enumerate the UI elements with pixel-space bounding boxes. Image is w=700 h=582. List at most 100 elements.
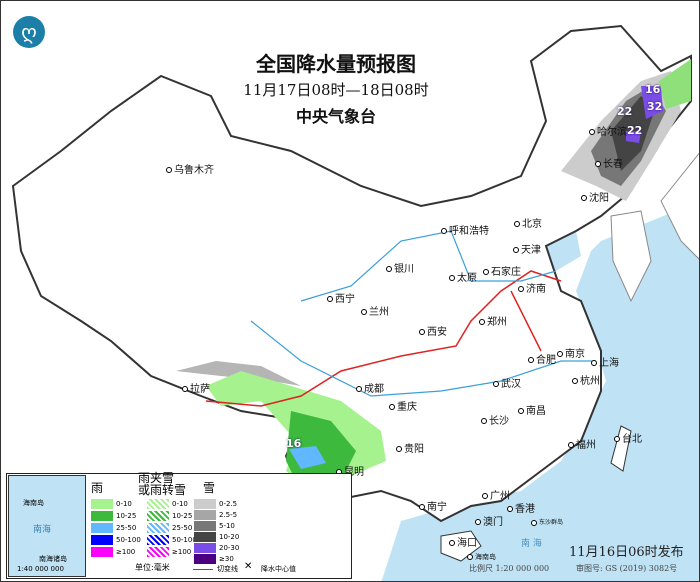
legend-swatch-snow <box>194 532 216 542</box>
legend-swatch-rain <box>91 547 113 557</box>
map-scale: 比例尺 1:20 000 000 <box>469 564 550 573</box>
city-label: 太原 <box>449 269 477 284</box>
inset-hainan-label: 海南岛 <box>23 499 44 507</box>
precip-center-value: 16 <box>645 83 661 96</box>
legend-swatch-snow <box>194 510 216 520</box>
city-label: 台北 <box>614 430 642 445</box>
city-label: 沈阳 <box>581 189 609 204</box>
legend-label-snow: 10-20 <box>219 533 240 541</box>
legend-label-rain: 0-10 <box>116 500 132 508</box>
city-label: 重庆 <box>389 398 417 413</box>
city-label: 武汉 <box>493 375 521 390</box>
hainan-label: 海南岛 <box>467 552 496 562</box>
dongsha-label: 东沙群岛 <box>531 517 563 526</box>
city-label: 哈尔滨 <box>589 123 627 138</box>
issue-time: 11月16日06时发布 <box>569 545 684 560</box>
city-label: 澳门 <box>475 513 503 528</box>
legend-swatch-mix <box>147 523 169 533</box>
legend-label-mix: ≥100 <box>172 548 192 556</box>
legend-swatch-mix <box>147 535 169 545</box>
city-label: 北京 <box>514 215 542 230</box>
precip-center-value: 32 <box>647 100 663 113</box>
rain-area-25-50 <box>289 446 326 469</box>
city-label: 济南 <box>518 280 546 295</box>
legend-label-snow: 5-10 <box>219 522 235 530</box>
legend-mix-title: 雨夹雪 或雨转雪 <box>138 471 187 497</box>
city-label: 南昌 <box>518 402 546 417</box>
legend-center-value: 降水中心值 <box>261 565 296 573</box>
legend-label-snow: 2.5-5 <box>219 511 238 519</box>
legend-swatch-snow <box>194 521 216 531</box>
precip-center-value: 22 <box>627 124 643 137</box>
legend-shear-line: 切变线 <box>217 565 238 573</box>
precip-center-value: 22 <box>617 105 633 118</box>
legend-rain-title: 雨 <box>91 481 104 495</box>
city-label: 香港 <box>507 500 535 515</box>
mix-area-0-10 <box>659 59 691 109</box>
legend-swatch-mix <box>147 547 169 557</box>
legend-swatch-mix <box>147 511 169 521</box>
korea-japan <box>610 152 699 303</box>
city-label: 昆明 <box>336 463 364 478</box>
legend-label-mix: 0-10 <box>172 500 188 508</box>
river-yangtze <box>250 320 596 397</box>
legend-label-rain: 10-25 <box>116 512 137 520</box>
city-label: 天津 <box>513 241 541 256</box>
legend-swatch-rain <box>91 511 113 521</box>
legend-label-rain: 25-50 <box>116 524 137 532</box>
precip-center-value: 16 <box>286 437 302 450</box>
city-label: 兰州 <box>361 303 389 318</box>
shear-line-2 <box>510 290 542 352</box>
city-label: 上海 <box>591 354 619 369</box>
inset-islands-label: 南海诸岛 <box>39 555 67 563</box>
city-label: 南京 <box>557 345 585 360</box>
agency-name: 中央气象台 <box>295 107 376 126</box>
legend-label-rain: ≥100 <box>116 548 136 556</box>
legend: 南海 南海诸岛 1:40 000 000 海南岛 雨 雨夹雪 或雨转雪 雪 0-… <box>6 471 352 579</box>
city-label: 银川 <box>386 260 414 275</box>
legend-label-mix: 50-100 <box>172 536 197 544</box>
legend-swatch-rain <box>91 535 113 545</box>
map-title: 全国降水量预报图 <box>256 52 416 76</box>
forecast-period: 11月17日08时—18日08时 <box>243 81 429 99</box>
shear-line-symbol <box>193 569 213 570</box>
city-label: 成都 <box>356 380 384 395</box>
china-outline <box>11 24 692 523</box>
cma-logo: ღ <box>13 16 45 48</box>
south-china-sea-inset: 南海 南海诸岛 1:40 000 000 海南岛 <box>8 475 86 577</box>
city-label: 海口 <box>449 534 477 549</box>
legend-label-snow: 20-30 <box>219 544 240 552</box>
legend-unit: 单位:毫米 <box>135 563 170 572</box>
city-label: 杭州 <box>572 372 600 387</box>
city-label: 石家庄 <box>483 263 521 278</box>
legend-swatch-rain <box>91 499 113 509</box>
legend-label-mix: 25-50 <box>172 524 193 532</box>
city-label: 乌鲁木齐 <box>166 161 214 176</box>
legend-swatch-mix <box>147 499 169 509</box>
city-label: 西宁 <box>327 290 355 305</box>
legend-label-rain: 50-100 <box>116 536 141 544</box>
city-label: 长春 <box>595 155 623 170</box>
center-x-icon: ✕ <box>244 561 253 572</box>
city-label: 呼和浩特 <box>441 222 489 237</box>
city-label: 南宁 <box>419 498 447 513</box>
city-label: 合肥 <box>528 351 556 366</box>
city-label: 长沙 <box>481 412 509 427</box>
legend-snow-title: 雪 <box>203 481 216 495</box>
city-label: 郑州 <box>479 313 507 328</box>
inset-scale: 1:40 000 000 <box>17 565 64 573</box>
legend-label-mix: 10-25 <box>172 512 193 520</box>
city-label: 拉萨 <box>182 380 210 395</box>
snow-area-20-30 <box>626 86 663 143</box>
legend-swatch-rain <box>91 523 113 533</box>
legend-label-snow: 0-2.5 <box>219 500 238 508</box>
inset-sea-label: 南海 <box>33 525 52 535</box>
city-label: 广州 <box>482 487 510 502</box>
legend-swatch-snow <box>194 554 216 564</box>
city-label: 福州 <box>568 436 596 451</box>
legend-swatch-snow <box>194 499 216 509</box>
sea-east <box>381 201 699 581</box>
map-approval-number: 审图号: GS (2019) 3082号 <box>576 564 678 573</box>
